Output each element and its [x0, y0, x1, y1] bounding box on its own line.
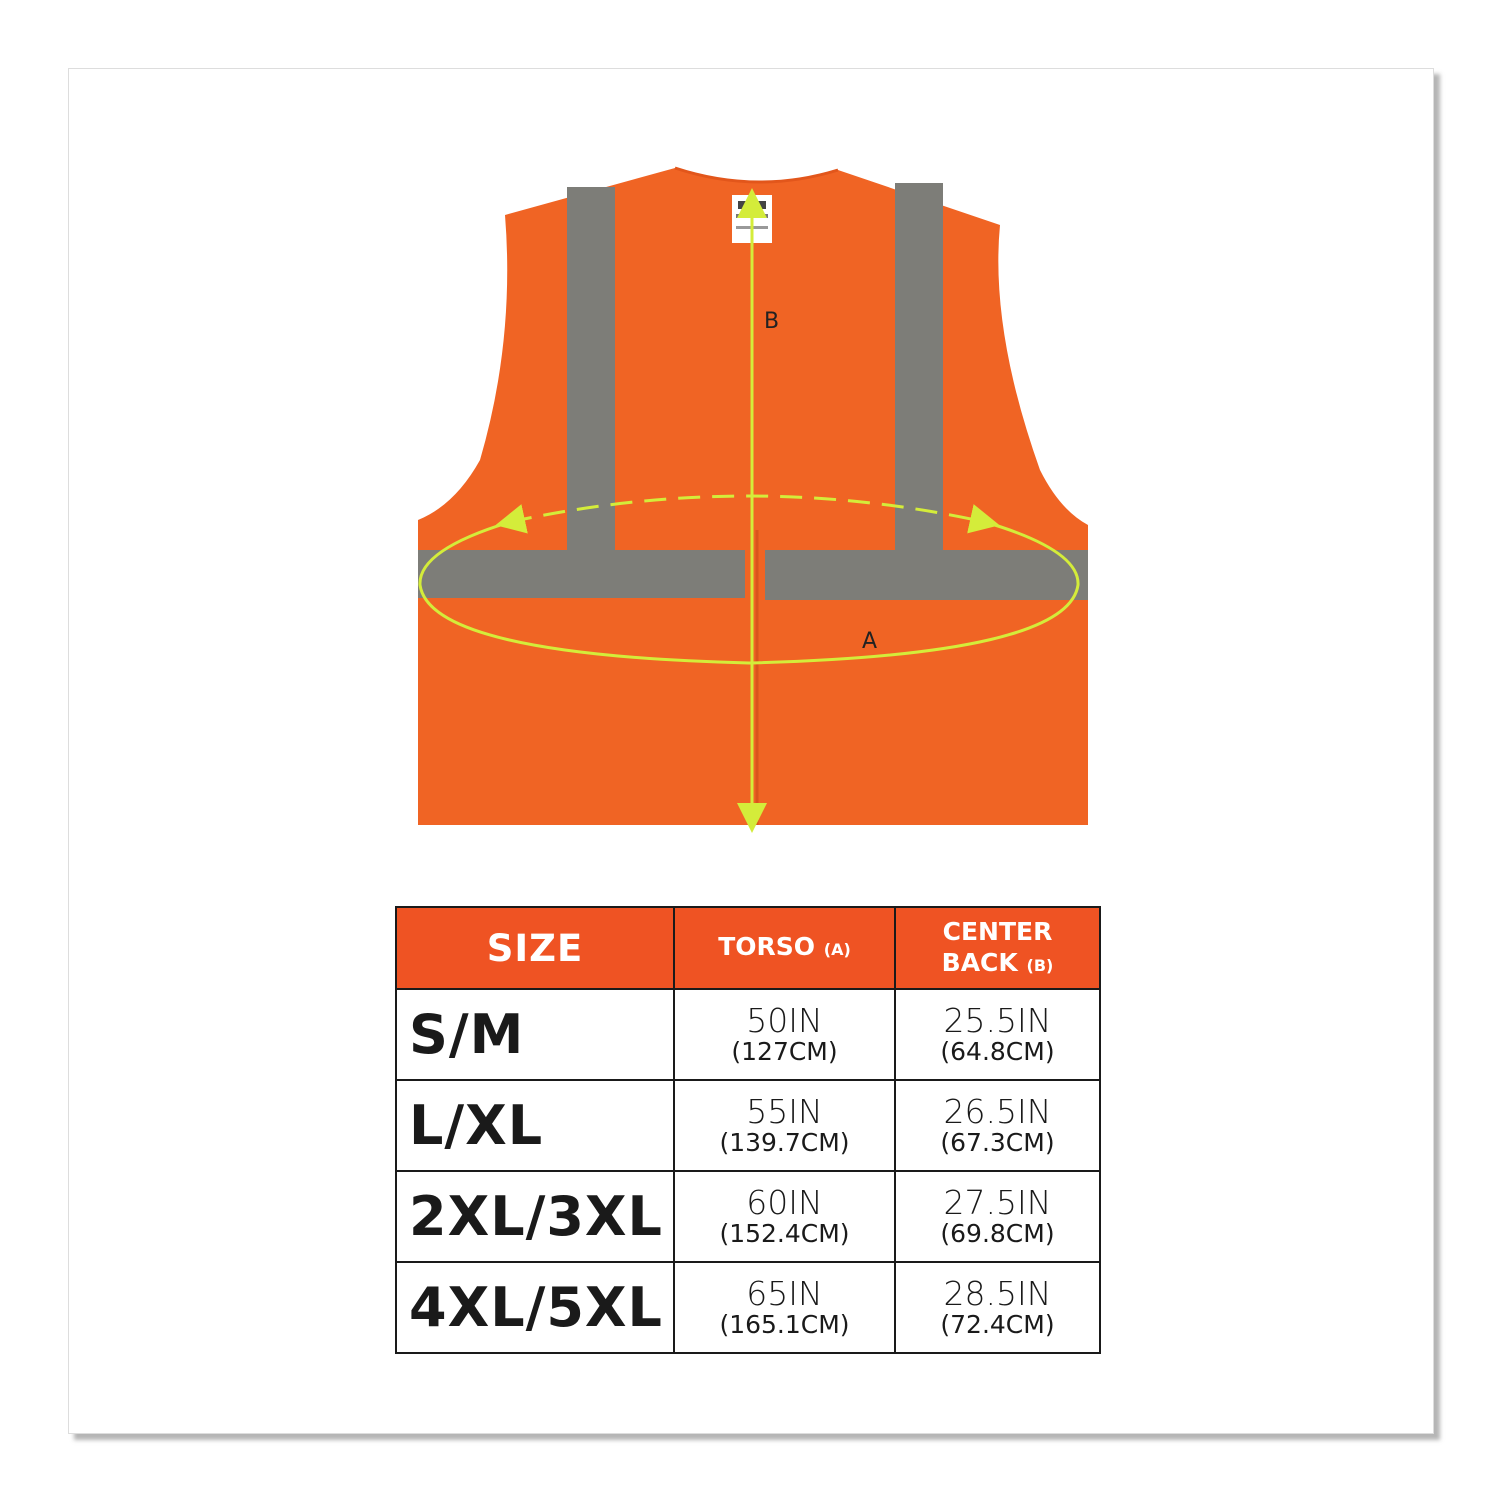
torso-cell: 55IN (139.7CM) — [673, 1079, 896, 1172]
header-size: SIZE — [395, 906, 675, 990]
table-row: 4XL/5XL 65IN (165.1CM) 28.5IN (72.4CM) — [395, 1261, 1101, 1354]
label-b: B — [764, 309, 779, 334]
torso-in: 60IN — [746, 1182, 823, 1222]
back-cell: 26.5IN (67.3CM) — [894, 1079, 1101, 1172]
back-in: 28.5IN — [943, 1273, 1052, 1313]
back-in: 25.5IN — [943, 1000, 1052, 1040]
torso-cell: 65IN (165.1CM) — [673, 1261, 896, 1354]
back-cm: (64.8CM) — [940, 1036, 1055, 1066]
back-in: 27.5IN — [943, 1182, 1052, 1222]
header-back-label: BACK — [941, 947, 1018, 977]
back-cm: (72.4CM) — [940, 1309, 1055, 1339]
torso-cm: (139.7CM) — [719, 1127, 850, 1157]
header-center-back: CENTER BACK (B) — [894, 906, 1101, 990]
table-header: SIZE TORSO (A) CENTER BACK (B) — [395, 906, 1101, 990]
header-torso: TORSO (A) — [673, 906, 896, 990]
size-cell: L/XL — [395, 1079, 675, 1172]
reflective-stripe-right — [895, 183, 943, 550]
torso-cell: 50IN (127CM) — [673, 988, 896, 1081]
torso-cm: (165.1CM) — [719, 1309, 850, 1339]
label-a: A — [862, 629, 877, 654]
torso-in: 65IN — [746, 1273, 823, 1313]
table-row: S/M 50IN (127CM) 25.5IN (64.8CM) — [395, 988, 1101, 1081]
header-back-ref: (B) — [1026, 955, 1054, 975]
torso-in: 55IN — [746, 1091, 823, 1131]
back-cell: 25.5IN (64.8CM) — [894, 988, 1101, 1081]
torso-cell: 60IN (152.4CM) — [673, 1170, 896, 1263]
back-cell: 28.5IN (72.4CM) — [894, 1261, 1101, 1354]
back-cell: 27.5IN (69.8CM) — [894, 1170, 1101, 1263]
back-cm: (67.3CM) — [940, 1127, 1055, 1157]
header-torso-ref: (A) — [823, 940, 851, 959]
header-torso-label: TORSO — [718, 932, 816, 961]
table-row: L/XL 55IN (139.7CM) 26.5IN (67.3CM) — [395, 1079, 1101, 1172]
torso-cm: (127CM) — [731, 1036, 838, 1066]
torso-in: 50IN — [746, 1000, 823, 1040]
back-cm: (69.8CM) — [940, 1218, 1055, 1248]
size-cell: S/M — [395, 988, 675, 1081]
torso-cm: (152.4CM) — [719, 1218, 850, 1248]
back-in: 26.5IN — [943, 1091, 1052, 1131]
table-row: 2XL/3XL 60IN (152.4CM) 27.5IN (69.8CM) — [395, 1170, 1101, 1263]
header-center-label: CENTER — [942, 916, 1053, 946]
size-chart-table: SIZE TORSO (A) CENTER BACK (B) S/M 50IN (1… — [395, 906, 1101, 1354]
reflective-band-left — [418, 550, 745, 598]
reflective-band-right — [765, 550, 1088, 600]
size-cell: 4XL/5XL — [395, 1261, 675, 1354]
reflective-stripe-left — [567, 187, 615, 550]
size-cell: 2XL/3XL — [395, 1170, 675, 1263]
